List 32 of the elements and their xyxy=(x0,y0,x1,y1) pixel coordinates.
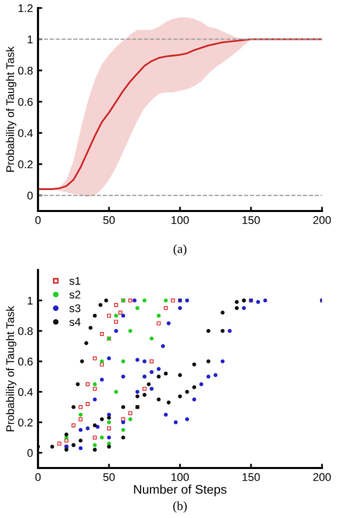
y-tick-label: 0.4 xyxy=(18,388,33,396)
text: (b) xyxy=(173,501,187,513)
x-tick-label: 50 xyxy=(103,216,115,224)
x-axis-title: Number of Steps xyxy=(134,484,226,496)
y-tick-label: 0.8 xyxy=(18,327,33,336)
y-tick-label: 0.6 xyxy=(18,98,33,106)
y-tick-label: 0.8 xyxy=(18,66,33,75)
y-tick-label: 1.2 xyxy=(18,4,33,12)
y-tick-label: 0.2 xyxy=(18,160,33,168)
x-tick-label: 0 xyxy=(35,216,41,224)
x-tick-label: 200 xyxy=(313,216,331,224)
x-tick-label: 150 xyxy=(242,216,260,224)
y-tick-label: 0.4 xyxy=(18,129,33,138)
legend-label: s4 xyxy=(69,318,81,326)
legend-label: s2 xyxy=(69,290,80,299)
y-tick-label: 0 xyxy=(27,449,33,457)
y-tick-label: 1 xyxy=(28,296,33,304)
y-tick-label: 0.6 xyxy=(18,358,33,366)
y-tick-label: 1 xyxy=(28,36,33,44)
y-axis-title: Probability of Taught Task xyxy=(6,46,16,172)
x-tick-label: 50 xyxy=(103,473,115,482)
x-tick-label: 0 xyxy=(35,473,41,482)
x-tick-label: 200 xyxy=(313,473,331,482)
x-tick-label: 150 xyxy=(242,473,260,482)
x-tick-label: 100 xyxy=(172,473,189,482)
y-axis-title: Probability of Taught Task xyxy=(6,306,16,432)
text: (a) xyxy=(174,244,186,256)
y-tick-label: 0.2 xyxy=(18,418,33,426)
legend-label: s1 xyxy=(69,277,80,285)
x-tick-label: 100 xyxy=(172,216,189,224)
legend-label: s3 xyxy=(69,304,80,312)
y-tick-label: 0 xyxy=(27,192,33,200)
